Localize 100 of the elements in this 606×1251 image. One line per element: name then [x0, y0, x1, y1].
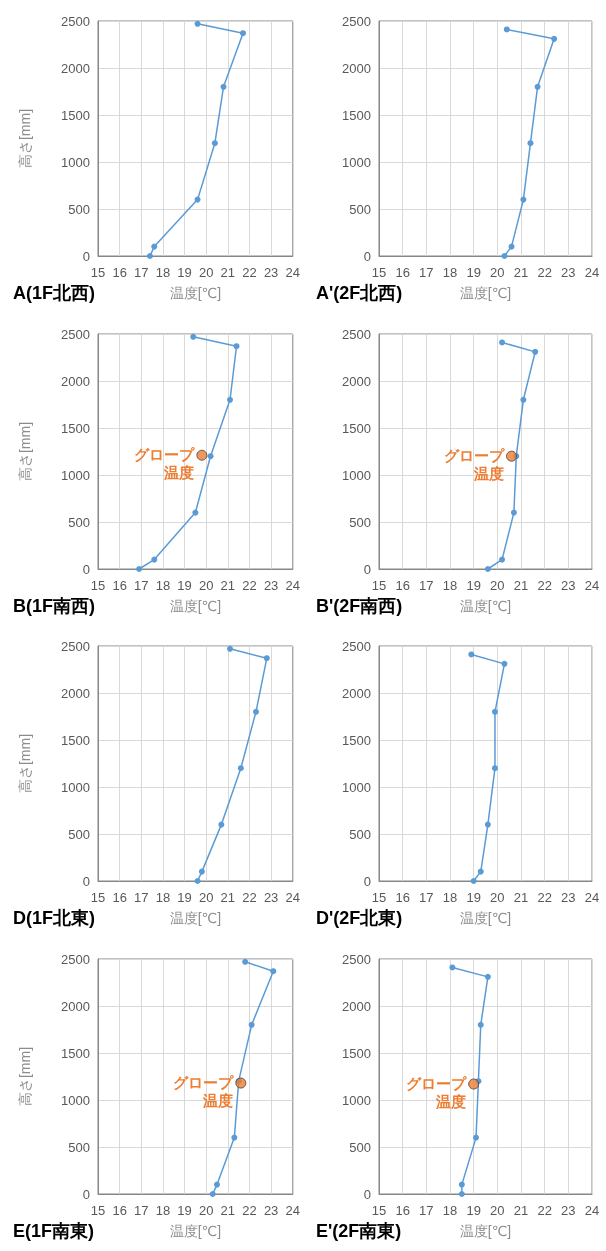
- x-tick-label: 20: [490, 265, 505, 280]
- text: E'(2F南東): [316, 1220, 402, 1241]
- x-tick-label: 24: [285, 265, 300, 280]
- x-tick-label: 24: [285, 1202, 300, 1218]
- text: B(1F南西): [13, 595, 95, 616]
- y-tick-label: 500: [349, 826, 371, 842]
- y-tick-label: 0: [82, 561, 90, 576]
- x-tick-label: 18: [155, 1202, 171, 1218]
- y-tick-label: 0: [82, 248, 90, 264]
- x-tick-label: 20: [490, 1202, 505, 1218]
- x-tick-label: 17: [419, 577, 434, 593]
- x-tick-label: 23: [561, 890, 576, 905]
- x-tick-label: 21: [220, 1202, 236, 1218]
- y-tick-label: 1000: [61, 779, 90, 795]
- x-tick-label: 17: [419, 890, 434, 905]
- y-tick-label: 0: [363, 873, 371, 889]
- annotation: グロープ温度: [133, 445, 195, 481]
- x-tick-label: 22: [537, 1202, 552, 1218]
- x-axis-title: 温度[℃]: [169, 1222, 222, 1239]
- y-tick-label: 500: [68, 201, 90, 217]
- text: D'(2F北東): [316, 908, 403, 928]
- x-tick-label: 21: [220, 577, 236, 593]
- y-tick-label: 2000: [342, 685, 371, 701]
- y-tick-label: 1500: [342, 107, 371, 123]
- annotation: グロープ温度: [443, 446, 505, 482]
- x-tick-label: 16: [112, 265, 127, 280]
- x-tick-label: 23: [263, 890, 279, 905]
- x-tick-label: 22: [242, 577, 257, 593]
- y-tick-label: 2500: [61, 951, 90, 966]
- x-tick-label: 16: [112, 577, 127, 593]
- x-tick-label: 21: [513, 577, 529, 593]
- x-tick-label: 24: [285, 890, 300, 905]
- x-tick-label: 20: [490, 577, 505, 593]
- text: B'(2F南西): [316, 595, 403, 616]
- x-tick-label: 23: [561, 265, 576, 280]
- x-axis-title: 温度[℃]: [459, 285, 512, 301]
- x-tick-label: 16: [395, 265, 410, 280]
- x-tick-label: 16: [395, 1202, 410, 1218]
- y-tick-label: 1500: [342, 732, 371, 748]
- x-axis-title: 温度[℃]: [459, 910, 512, 926]
- x-axis-title: 温度[℃]: [169, 597, 222, 614]
- x-tick-label: 18: [155, 577, 171, 593]
- y-tick-label: 0: [82, 1186, 90, 1201]
- y-tick-label: 2000: [61, 60, 90, 76]
- x-tick-label: 16: [112, 890, 127, 905]
- y-tick-label: 2500: [342, 13, 371, 29]
- y-tick-label: 0: [82, 873, 90, 889]
- y-axis-title: 高さ[mm]: [17, 733, 33, 794]
- y-tick-label: 1000: [342, 1092, 371, 1107]
- y-tick-label: 1500: [61, 107, 90, 123]
- x-tick-label: 24: [285, 577, 300, 593]
- x-tick-label: 15: [90, 265, 106, 280]
- x-tick-label: 17: [134, 890, 149, 905]
- x-tick-label: 18: [155, 265, 171, 280]
- y-tick-label: 500: [349, 1139, 371, 1154]
- x-tick-label: 24: [584, 265, 600, 280]
- x-tick-label: 16: [112, 1202, 127, 1218]
- y-tick-label: 500: [68, 826, 90, 842]
- x-tick-label: 18: [442, 890, 458, 905]
- x-tick-label: 15: [371, 890, 387, 905]
- x-tick-label: 23: [263, 1202, 279, 1218]
- y-tick-label: 0: [363, 248, 371, 264]
- y-tick-label: 2500: [61, 638, 90, 654]
- x-tick-label: 22: [537, 890, 552, 905]
- x-tick-label: 15: [90, 890, 106, 905]
- x-tick-label: 23: [561, 577, 576, 593]
- y-tick-label: 1500: [61, 1045, 90, 1060]
- y-tick-label: 1500: [342, 1045, 371, 1060]
- x-tick-label: 18: [442, 265, 458, 280]
- y-tick-label: 1000: [61, 154, 90, 170]
- x-tick-label: 20: [198, 577, 214, 593]
- y-tick-label: 1500: [61, 420, 90, 435]
- annotation: グロープ温度: [405, 1074, 467, 1110]
- y-tick-label: 2500: [342, 326, 371, 341]
- x-axis-title: 温度[℃]: [169, 910, 222, 926]
- x-tick-label: 18: [442, 577, 458, 593]
- x-tick-label: 17: [419, 1202, 434, 1218]
- x-tick-label: 19: [466, 890, 481, 905]
- x-tick-label: 23: [561, 1202, 576, 1218]
- y-tick-label: 2000: [61, 685, 90, 701]
- y-tick-label: 0: [363, 1186, 371, 1201]
- x-tick-label: 17: [134, 577, 149, 593]
- x-axis-title: 温度[℃]: [459, 1222, 512, 1239]
- x-tick-label: 19: [177, 890, 192, 905]
- y-tick-label: 500: [349, 201, 371, 217]
- y-axis-title: 高さ[mm]: [17, 421, 33, 481]
- y-tick-label: 2000: [61, 373, 90, 388]
- y-tick-label: 1500: [61, 732, 90, 748]
- x-tick-label: 22: [242, 890, 257, 905]
- y-tick-label: 500: [68, 514, 90, 529]
- x-tick-label: 21: [220, 890, 236, 905]
- x-tick-label: 20: [198, 265, 214, 280]
- y-tick-label: 1000: [61, 1092, 90, 1107]
- y-tick-label: 1000: [342, 154, 371, 170]
- y-tick-label: 2500: [61, 13, 90, 29]
- x-tick-label: 22: [242, 265, 257, 280]
- x-tick-label: 19: [177, 265, 192, 280]
- x-tick-label: 19: [177, 577, 192, 593]
- y-tick-label: 2000: [342, 373, 371, 388]
- y-tick-label: 2500: [342, 638, 371, 654]
